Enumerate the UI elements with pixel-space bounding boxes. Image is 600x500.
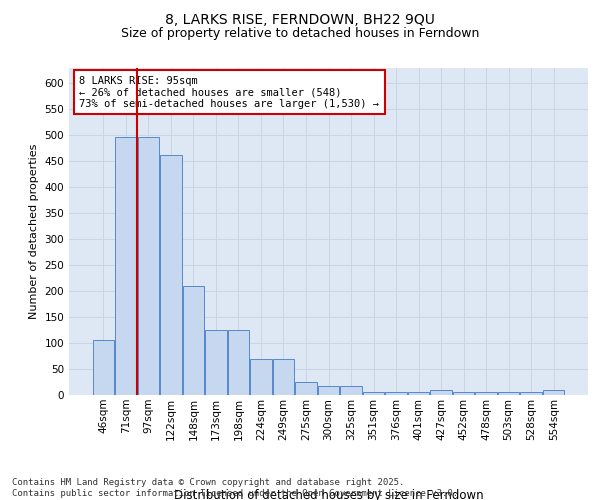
Text: Size of property relative to detached houses in Ferndown: Size of property relative to detached ho…: [121, 28, 479, 40]
Bar: [318, 386, 339, 395]
Bar: [430, 390, 452, 395]
Bar: [408, 392, 429, 395]
Text: 8 LARKS RISE: 95sqm
← 26% of detached houses are smaller (548)
73% of semi-detac: 8 LARKS RISE: 95sqm ← 26% of detached ho…: [79, 76, 379, 109]
Bar: [228, 330, 249, 395]
Bar: [295, 382, 317, 395]
Bar: [205, 330, 227, 395]
Bar: [475, 392, 497, 395]
Bar: [137, 136, 159, 395]
Y-axis label: Number of detached properties: Number of detached properties: [29, 144, 39, 319]
Bar: [385, 392, 407, 395]
Bar: [520, 392, 542, 395]
Text: 8, LARKS RISE, FERNDOWN, BH22 9QU: 8, LARKS RISE, FERNDOWN, BH22 9QU: [165, 12, 435, 26]
Bar: [250, 358, 272, 395]
X-axis label: Distribution of detached houses by size in Ferndown: Distribution of detached houses by size …: [173, 488, 484, 500]
Bar: [453, 392, 475, 395]
Text: Contains HM Land Registry data © Crown copyright and database right 2025.
Contai: Contains HM Land Registry data © Crown c…: [12, 478, 458, 498]
Bar: [543, 390, 565, 395]
Bar: [363, 392, 384, 395]
Bar: [115, 136, 137, 395]
Bar: [498, 392, 520, 395]
Bar: [92, 340, 114, 395]
Bar: [273, 358, 294, 395]
Bar: [160, 155, 182, 395]
Bar: [182, 286, 204, 395]
Bar: [340, 386, 362, 395]
